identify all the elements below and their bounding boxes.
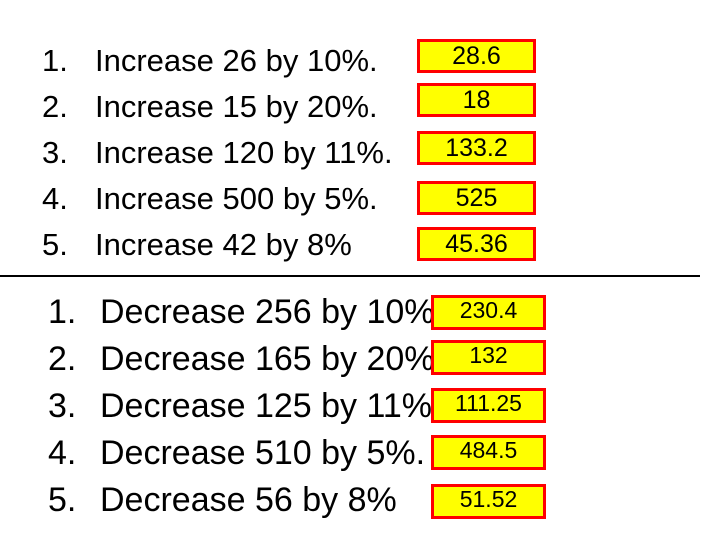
- list-item: 3. Decrease 125 by 11%.: [48, 387, 441, 425]
- item-text: Decrease 56 by 8%: [100, 481, 397, 519]
- list-item: 4. Decrease 510 by 5%.: [48, 434, 425, 472]
- list-item: 5. Decrease 56 by 8%: [48, 481, 397, 519]
- list-item: 5. Increase 42 by 8%: [42, 228, 352, 262]
- item-text: Decrease 165 by 20%.: [100, 340, 444, 378]
- item-number: 5.: [42, 227, 68, 262]
- answer-box: 45.36: [417, 227, 536, 261]
- item-text: Increase 500 by 5%.: [95, 181, 378, 216]
- answer-box: 111.25: [431, 388, 546, 423]
- item-number: 5.: [48, 481, 77, 519]
- item-number: 1.: [48, 293, 77, 331]
- item-number: 2.: [42, 89, 68, 124]
- item-text: Increase 120 by 11%.: [95, 135, 393, 170]
- item-text: Increase 26 by 10%.: [95, 43, 378, 78]
- list-item: 2. Decrease 165 by 20%.: [48, 340, 444, 378]
- list-item: 4. Increase 500 by 5%.: [42, 182, 378, 216]
- answer-box: 51.52: [431, 484, 546, 519]
- item-number: 4.: [48, 434, 77, 472]
- item-number: 4.: [42, 181, 68, 216]
- item-text: Increase 15 by 20%.: [95, 89, 378, 124]
- item-text: Decrease 256 by 10%.: [100, 293, 444, 331]
- answer-box: 230.4: [431, 295, 546, 330]
- answer-box: 28.6: [417, 39, 536, 73]
- list-item: 1. Decrease 256 by 10%.: [48, 293, 444, 331]
- item-text: Decrease 510 by 5%.: [100, 434, 426, 472]
- list-item: 3. Increase 120 by 11%.: [42, 136, 393, 170]
- answer-box: 525: [417, 181, 536, 215]
- item-number: 2.: [48, 340, 77, 378]
- item-text: Increase 42 by 8%: [95, 227, 352, 262]
- list-item: 2. Increase 15 by 20%.: [42, 90, 378, 124]
- answer-box: 133.2: [417, 131, 536, 165]
- item-number: 1.: [42, 43, 68, 78]
- item-number: 3.: [42, 135, 68, 170]
- list-item: 1. Increase 26 by 10%.: [42, 44, 378, 78]
- answer-box: 132: [431, 340, 546, 375]
- answer-box: 18: [417, 83, 536, 117]
- section-divider: [0, 275, 700, 277]
- item-text: Decrease 125 by 11%.: [100, 387, 442, 425]
- answer-box: 484.5: [431, 435, 546, 470]
- item-number: 3.: [48, 387, 77, 425]
